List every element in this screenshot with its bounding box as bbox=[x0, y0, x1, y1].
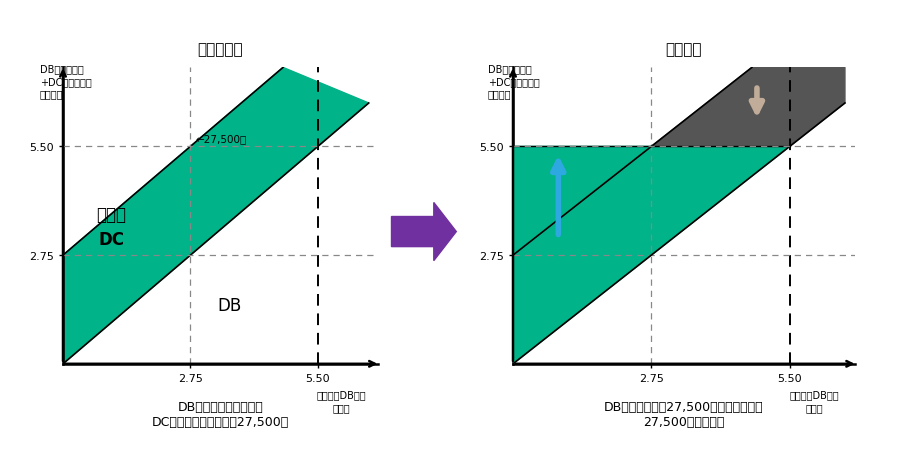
Text: ←27,500円: ←27,500円 bbox=[195, 134, 247, 144]
Title: 現在の制度: 現在の制度 bbox=[198, 42, 243, 57]
Title: 法改正後: 法改正後 bbox=[666, 42, 702, 57]
Text: （万円）DB掛金
相当額: （万円）DB掛金 相当額 bbox=[316, 389, 365, 412]
Text: DB掛金相当額
+DC事業主掛金
（万円）: DB掛金相当額 +DC事業主掛金 （万円） bbox=[40, 64, 92, 99]
Text: 企業型: 企業型 bbox=[96, 205, 127, 223]
Polygon shape bbox=[652, 68, 845, 147]
FancyArrow shape bbox=[392, 203, 456, 261]
Text: （万円）DB掛金
相当額: （万円）DB掛金 相当額 bbox=[790, 389, 840, 412]
Polygon shape bbox=[63, 68, 369, 364]
Text: DB掛金相当額が27,500円未満は増加、
27,500以上は減少: DB掛金相当額が27,500円未満は増加、 27,500以上は減少 bbox=[604, 400, 764, 428]
Text: DB掛金相当額によらず
DCの拠出限度額は一律27,500円: DB掛金相当額によらず DCの拠出限度額は一律27,500円 bbox=[152, 400, 289, 428]
Polygon shape bbox=[513, 147, 789, 364]
Polygon shape bbox=[513, 147, 652, 256]
Text: DC: DC bbox=[99, 231, 124, 249]
Text: DB: DB bbox=[218, 296, 242, 314]
Text: DB掛金相当額
+DC事業主掛金
（万円）: DB掛金相当額 +DC事業主掛金 （万円） bbox=[488, 64, 540, 99]
